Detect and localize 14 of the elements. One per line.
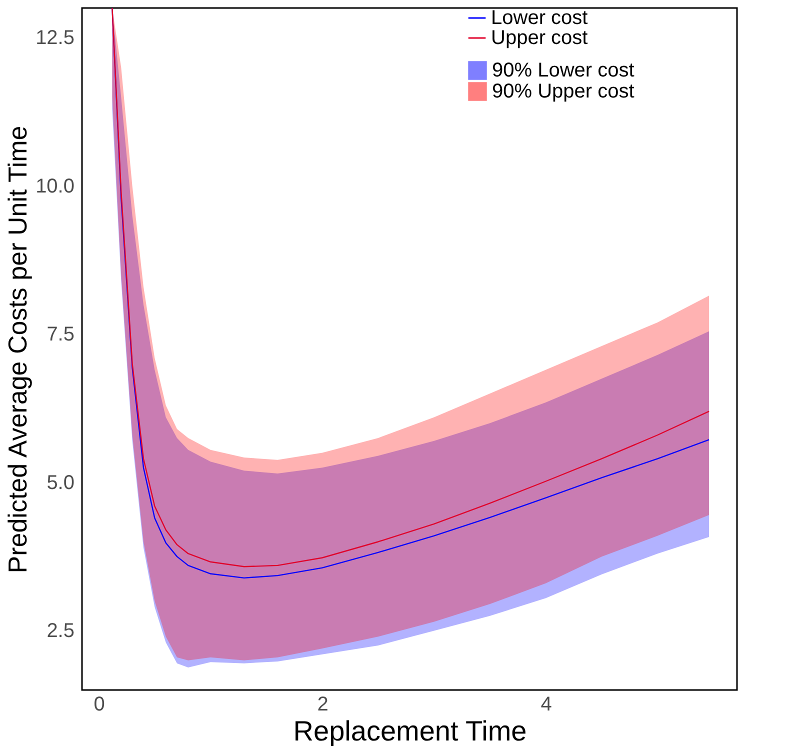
legend-label: Upper cost — [491, 27, 588, 49]
y-tick-label: 12.5 — [36, 27, 74, 50]
y-tick-label: 5.0 — [46, 472, 74, 494]
y-tick-label: 7.5 — [46, 324, 74, 346]
x-axis-title: Replacement Time — [293, 716, 527, 746]
legend-label: 90% Lower cost — [492, 60, 635, 82]
x-tick-label: 0 — [94, 694, 105, 716]
x-tick-label: 2 — [317, 694, 328, 716]
y-tick-label: 10.0 — [36, 175, 74, 198]
y-axis-title: Predicted Average Costs per Unit Time — [2, 126, 33, 574]
legend-label: Lower cost — [491, 7, 588, 29]
y-tick-label: 2.5 — [46, 620, 74, 642]
legend-label: 90% Upper cost — [492, 80, 635, 102]
x-tick-label: 4 — [540, 694, 552, 716]
